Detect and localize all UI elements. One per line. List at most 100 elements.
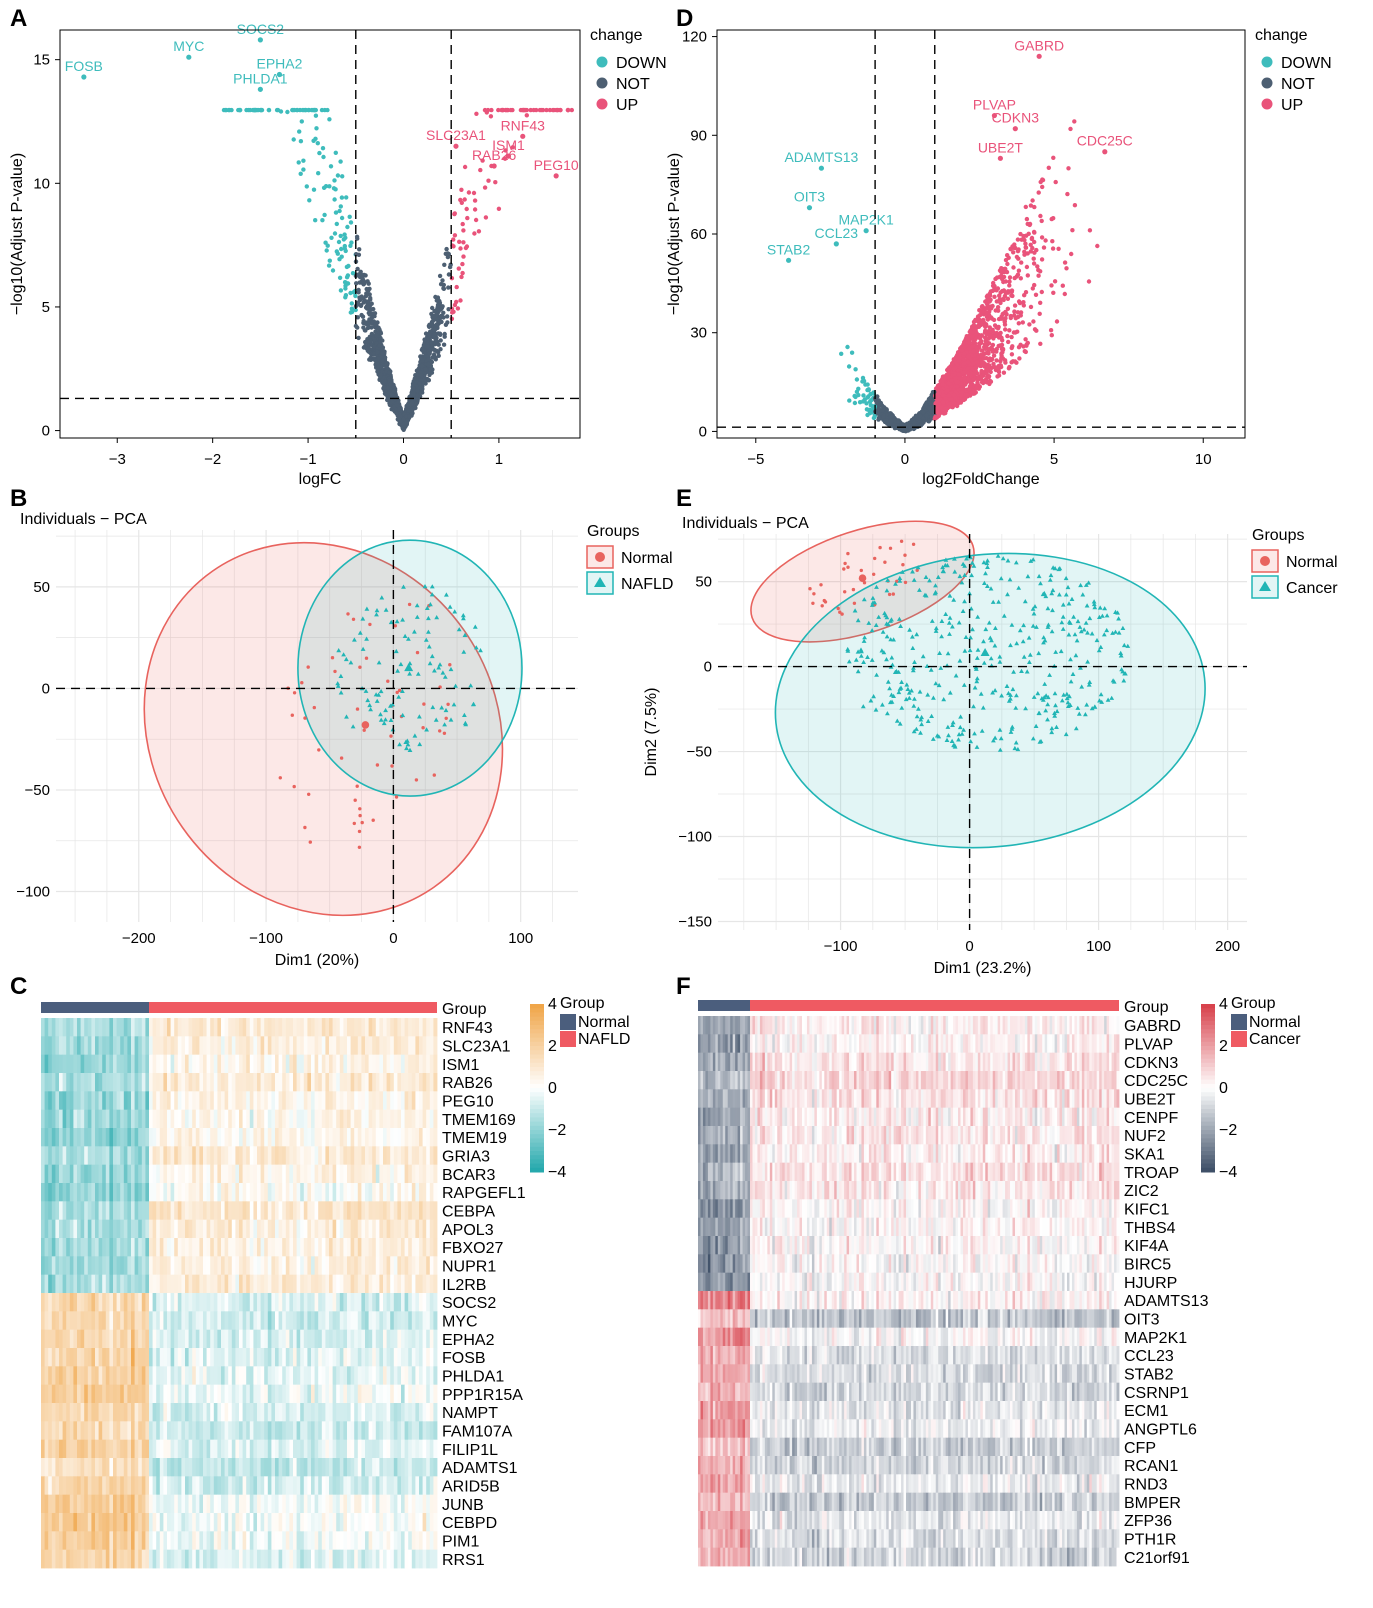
data-point <box>1006 339 1011 345</box>
normal-point <box>300 681 304 685</box>
data-point <box>975 318 980 324</box>
data-point <box>343 235 348 240</box>
data-point <box>343 280 348 285</box>
data-point <box>304 184 309 189</box>
data-point <box>437 273 443 279</box>
data-point <box>1012 275 1017 281</box>
data-point <box>398 419 404 424</box>
data-point <box>993 276 998 282</box>
data-point <box>1072 119 1077 124</box>
data-point <box>951 392 957 398</box>
gene-label: MYC <box>173 38 204 54</box>
data-point <box>244 107 249 113</box>
normal-point <box>355 784 359 788</box>
normal-point <box>903 580 908 585</box>
data-point <box>888 418 894 424</box>
data-point <box>322 212 327 218</box>
data-point <box>407 414 412 419</box>
y-tick-label: 0 <box>42 680 50 697</box>
normal-point <box>371 818 375 822</box>
data-point <box>1072 203 1078 208</box>
data-point <box>992 294 997 299</box>
data-point <box>979 339 984 344</box>
data-point <box>1087 228 1093 233</box>
normal-point <box>888 546 893 550</box>
data-point <box>493 180 498 185</box>
gene-label: PHLDA1 <box>233 70 288 86</box>
normal-point <box>394 795 399 799</box>
labeled-point <box>257 86 263 92</box>
normal-point <box>873 556 877 561</box>
volcano-points <box>785 53 1108 434</box>
data-point <box>979 374 984 379</box>
normal-point <box>819 583 823 587</box>
data-point <box>1007 283 1012 288</box>
data-point <box>427 332 432 337</box>
normal-point <box>811 601 815 605</box>
data-point <box>899 422 904 427</box>
data-point <box>1051 155 1056 160</box>
normal-point <box>448 663 452 667</box>
data-point <box>369 331 375 337</box>
data-point <box>1008 315 1013 321</box>
data-point <box>333 150 338 155</box>
data-point <box>357 247 362 252</box>
data-point <box>320 218 325 223</box>
data-point <box>301 167 306 172</box>
data-point <box>951 366 956 372</box>
data-point <box>1001 297 1006 303</box>
data-point <box>924 413 929 418</box>
data-point <box>478 167 483 173</box>
normal-point <box>358 807 362 811</box>
data-point <box>425 357 431 362</box>
data-point <box>1002 319 1007 324</box>
data-point <box>1011 330 1017 335</box>
data-point <box>984 346 990 351</box>
data-point <box>1069 251 1074 257</box>
data-point <box>313 218 318 223</box>
data-point <box>291 137 296 142</box>
data-point <box>528 107 533 113</box>
data-point <box>1009 289 1014 294</box>
data-point <box>1039 257 1045 262</box>
labeled-point <box>818 165 825 171</box>
normal-point <box>836 606 840 611</box>
normal-point <box>911 542 916 546</box>
data-point <box>446 285 451 290</box>
panel-letter-b: B <box>10 485 27 512</box>
data-point <box>965 366 971 371</box>
data-point <box>380 351 385 356</box>
data-point <box>427 322 432 327</box>
legend-label-normal: Normal <box>621 550 673 567</box>
data-point <box>339 254 344 259</box>
data-point <box>508 107 513 113</box>
y-tick-label: −50 <box>25 782 50 799</box>
data-point <box>428 367 433 372</box>
x-tick-label: −100 <box>249 930 283 947</box>
data-point <box>1038 269 1043 274</box>
data-point <box>1040 177 1045 182</box>
data-point <box>1020 320 1025 325</box>
data-point <box>994 346 999 352</box>
data-point <box>1027 322 1032 327</box>
data-point <box>1028 304 1034 310</box>
normal-point <box>312 705 316 710</box>
data-point <box>321 185 327 190</box>
data-point <box>984 310 989 316</box>
data-point <box>417 381 422 386</box>
data-point <box>982 323 987 328</box>
data-point <box>389 392 395 397</box>
data-point <box>964 392 970 398</box>
data-point <box>333 210 339 215</box>
gene-label: SLC23A1 <box>426 127 486 143</box>
data-point <box>460 261 465 267</box>
data-point <box>861 393 866 398</box>
data-point <box>440 278 445 283</box>
data-point <box>334 249 339 254</box>
data-point <box>1023 349 1028 355</box>
normal-point <box>306 665 310 669</box>
panel-letter-a: A <box>10 5 27 32</box>
legend-label: NOT <box>1281 76 1315 93</box>
normal-point <box>357 845 362 849</box>
data-point <box>338 288 344 293</box>
